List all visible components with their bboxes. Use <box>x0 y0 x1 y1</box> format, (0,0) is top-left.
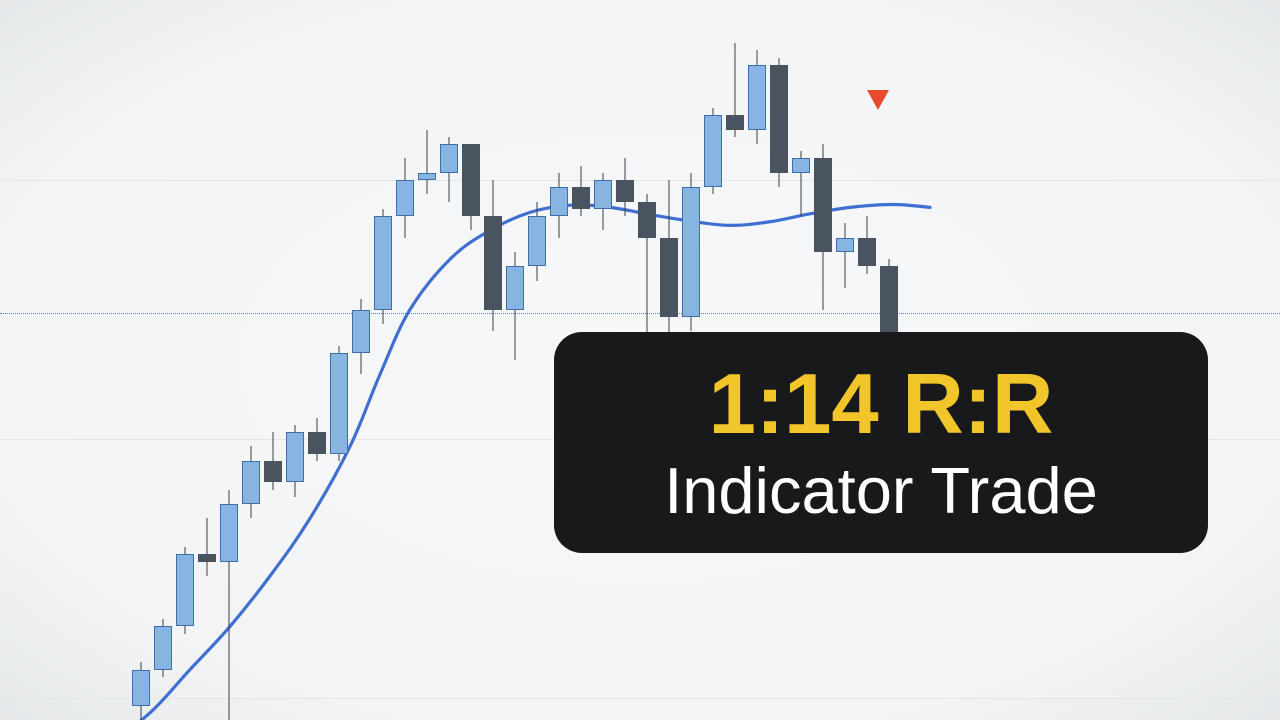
candle <box>176 0 194 720</box>
title-overlay: 1:14 R:R Indicator Trade <box>554 332 1208 553</box>
candlestick-chart: 1:14 R:R Indicator Trade <box>0 0 1280 720</box>
candle <box>154 0 172 720</box>
candle <box>374 0 392 720</box>
candle <box>440 0 458 720</box>
candle <box>308 0 326 720</box>
candle <box>220 0 238 720</box>
candle <box>352 0 370 720</box>
candle <box>418 0 436 720</box>
candle <box>462 0 480 720</box>
candle <box>396 0 414 720</box>
sell-signal-icon <box>867 90 889 110</box>
candle <box>506 0 524 720</box>
overlay-subtitle: Indicator Trade <box>598 454 1164 529</box>
overlay-title: 1:14 R:R <box>598 356 1164 454</box>
candle <box>264 0 282 720</box>
candle <box>242 0 260 720</box>
candle <box>286 0 304 720</box>
candle <box>528 0 546 720</box>
candle <box>330 0 348 720</box>
candle <box>132 0 150 720</box>
candle <box>198 0 216 720</box>
candle <box>484 0 502 720</box>
